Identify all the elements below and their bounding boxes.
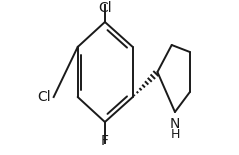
Text: F: F: [101, 134, 109, 148]
Text: Cl: Cl: [37, 90, 50, 104]
Text: Cl: Cl: [98, 1, 112, 15]
Text: N: N: [170, 117, 180, 131]
Text: H: H: [170, 128, 180, 141]
